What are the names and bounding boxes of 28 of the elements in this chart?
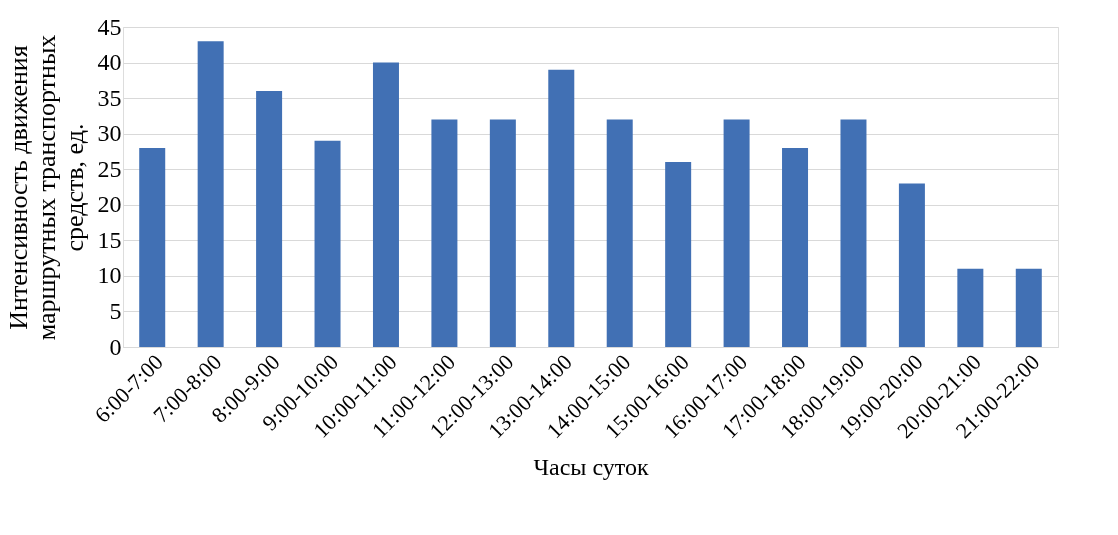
y-tick-label: 40 [97,49,122,76]
y-axis-title: Интенсивность движения маршрутных транспортных средств, ед. [3,34,89,341]
y-tick-label: 45 [97,13,122,40]
bar [840,119,867,347]
bar [197,41,224,347]
bar [665,162,692,347]
y-tick-label: 10 [97,262,122,289]
bar [548,69,575,347]
bar [723,119,750,347]
bar [898,183,925,347]
y-tick-label: 20 [97,191,122,218]
y-tick-label: 35 [97,84,122,111]
bar [256,91,283,347]
bar [314,140,341,347]
bar [1015,268,1042,347]
y-tick-label: 15 [97,226,122,253]
bar [957,268,984,347]
bar [606,119,633,347]
y-tick-label: 25 [97,155,122,182]
y-tick-label: 30 [97,120,122,147]
y-tick-label: 0 [109,333,122,360]
x-axis-title: Часы суток [533,454,649,481]
bar [782,147,809,347]
bar [372,62,399,347]
y-tick-label: 5 [109,297,122,324]
bar [431,119,458,347]
bar [139,147,166,347]
bar [489,119,516,347]
